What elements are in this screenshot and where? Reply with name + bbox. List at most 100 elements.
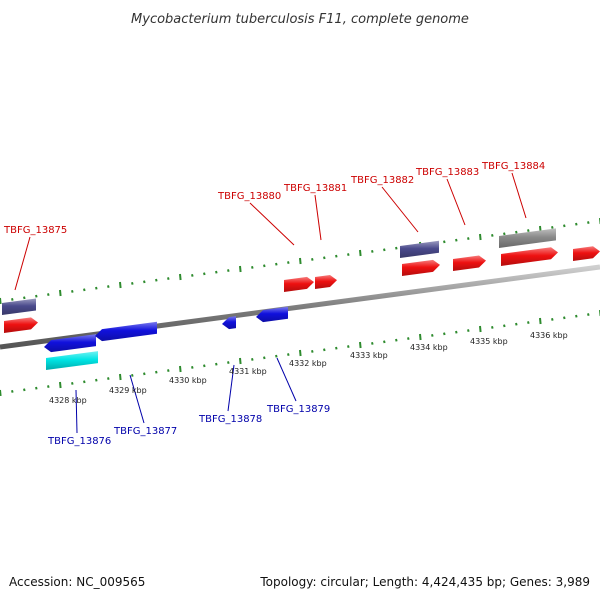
inner-tick [455, 330, 458, 334]
ruler-label-4335: 4335 kbp [470, 337, 508, 346]
outer-tick [263, 264, 266, 268]
inner-tick [299, 349, 302, 357]
outer-tick-track [0, 218, 600, 305]
inner-tick [95, 378, 98, 382]
inner-tick [575, 314, 578, 318]
inner-tick [371, 341, 374, 345]
leader-tbfg-13875 [14, 236, 31, 291]
outer-tick [299, 257, 302, 265]
inner-tick [191, 365, 194, 369]
outer-tick [335, 254, 338, 258]
outer-tick [143, 280, 146, 284]
outer-tick [23, 296, 26, 300]
gene-label-tbfg-13881[interactable]: TBFG_13881 [283, 183, 347, 194]
gene-tbfg-13882-arrow[interactable] [402, 259, 440, 276]
gene-tbfg-13878-arrow[interactable] [222, 316, 236, 330]
leader-tbfg-13883 [446, 178, 466, 226]
map-title: Mycobacterium tuberculosis F11, complete… [131, 12, 469, 27]
outer-tick [575, 222, 578, 226]
inner-tick [491, 325, 494, 329]
outer-tick [551, 225, 554, 229]
gene-label-tbfg-13878[interactable]: TBFG_13878 [198, 414, 262, 425]
gene-tbfg-13881-arrow[interactable] [315, 275, 337, 289]
gene-tbfg-13884-arrow[interactable] [501, 247, 558, 266]
inner-tick [527, 321, 530, 325]
inner-tick [587, 313, 590, 317]
outer-tick [119, 281, 122, 289]
ruler-label-4334: 4334 kbp [410, 343, 448, 352]
ruler-label-4329: 4329 kbp [109, 386, 147, 395]
gene-label-tbfg-13883[interactable]: TBFG_13883 [415, 167, 479, 178]
accession-text: Accession: NC_009565 [9, 575, 145, 589]
outer-tick [479, 233, 482, 241]
gene-label-tbfg-13876[interactable]: TBFG_13876 [47, 436, 111, 447]
leader-tbfg-13882 [381, 186, 419, 233]
leader-tbfg-13876 [75, 389, 78, 434]
gene-label-tbfg-13879[interactable]: TBFG_13879 [266, 404, 330, 415]
inner-tick [71, 381, 74, 385]
gene-label-tbfg-13880[interactable]: TBFG_13880 [217, 191, 281, 202]
inner-tick [155, 370, 158, 374]
inner-tick-track [0, 310, 600, 397]
outer-tick [287, 261, 290, 265]
inner-tick [311, 349, 314, 353]
leader-tbfg-13878 [227, 364, 235, 412]
inner-tick [11, 389, 14, 393]
inner-tick [335, 346, 338, 350]
outer-tick [251, 265, 254, 269]
inner-tick [407, 337, 410, 341]
gene-label-tbfg-13877[interactable]: TBFG_13877 [113, 426, 177, 437]
gene-tbfg-13876-arrow[interactable] [44, 334, 96, 353]
inner-tick [227, 361, 230, 365]
gene-tbfg-13877-arrow[interactable] [95, 321, 157, 342]
outer-tick [467, 237, 470, 241]
gene-tbfg-13875-arrow[interactable] [4, 317, 38, 333]
inner-tick [347, 345, 350, 349]
gene-cyan-box[interactable] [46, 351, 98, 370]
gene-label-tbfg-13884[interactable]: TBFG_13884 [481, 161, 545, 172]
inner-tick [503, 324, 506, 328]
gene-tbfg-13879-arrow[interactable] [256, 306, 288, 323]
inner-tick [431, 333, 434, 337]
inner-tick [59, 381, 62, 389]
inner-tick [479, 325, 482, 333]
genome-summary-text: Topology: circular; Length: 4,424,435 bp… [259, 575, 590, 589]
outer-tick [215, 270, 218, 274]
leader-tbfg-13880 [249, 202, 295, 246]
outer-tick [527, 229, 530, 233]
gene-right-edge-arrow[interactable] [573, 246, 600, 261]
inner-tick [35, 386, 38, 390]
inner-tick [551, 317, 554, 321]
gene-tbfg-13884-box[interactable] [499, 228, 556, 248]
gene-tbfg-13880-arrow[interactable] [284, 276, 314, 292]
gene-label-tbfg-13882[interactable]: TBFG_13882 [350, 175, 414, 186]
outer-tick [167, 277, 170, 281]
inner-tick [179, 365, 182, 373]
outer-tick [131, 281, 134, 285]
ruler-label-4330: 4330 kbp [169, 376, 207, 385]
leader-tbfg-13879 [276, 357, 297, 402]
inner-tick [323, 348, 326, 352]
inner-tick [23, 388, 26, 392]
ruler-label-4332: 4332 kbp [289, 359, 327, 368]
gene-tbfg-13875-box[interactable] [2, 298, 36, 316]
gene-label-tbfg-13875[interactable]: TBFG_13875 [3, 225, 67, 236]
outer-tick [587, 221, 590, 225]
inner-tick [251, 357, 254, 361]
outer-tick [503, 232, 506, 236]
outer-tick [71, 289, 74, 293]
ruler-label-4328: 4328 kbp [49, 396, 87, 405]
outer-tick [491, 233, 494, 237]
inner-tick [239, 357, 242, 365]
outer-tick [0, 297, 2, 305]
outer-tick [275, 262, 278, 266]
outer-tick [347, 253, 350, 257]
outer-tick [443, 240, 446, 244]
outer-tick [383, 248, 386, 252]
gene-tbfg-13883-arrow[interactable] [453, 255, 486, 272]
gene-tbfg-13882-box[interactable] [400, 240, 439, 258]
inner-tick [263, 356, 266, 360]
inner-tick [395, 338, 398, 342]
